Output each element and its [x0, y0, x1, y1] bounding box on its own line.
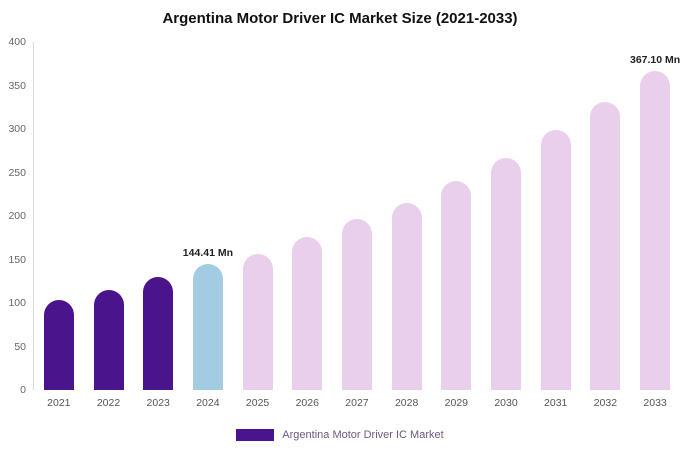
bar-slot: 2027 — [332, 42, 382, 409]
bar-slot: 2021 — [34, 42, 84, 409]
y-tick-label: 400 — [8, 36, 26, 48]
y-tick-label: 250 — [8, 166, 26, 179]
bar-slot: 144.41 Mn 2024 — [182, 42, 234, 409]
bar-2033 — [640, 70, 671, 390]
x-tick-label: 2029 — [444, 397, 469, 409]
bars-group: 2021 2022 2023 144.41 Mn 2024 2025 2026 2027 202… — [34, 42, 680, 409]
y-axis-line — [33, 42, 34, 390]
bar-2029 — [441, 181, 472, 390]
bar-slot: 367.10 Mn 2033 — [629, 42, 680, 409]
y-tick-label: 0 — [20, 384, 26, 396]
legend-label: Argentina Motor Driver IC Market — [282, 429, 444, 441]
x-tick-label: 2024 — [196, 397, 220, 409]
x-tick-label: 2030 — [494, 397, 518, 409]
legend-swatch — [236, 429, 275, 441]
bar-2022 — [93, 289, 124, 390]
bar-2023 — [143, 276, 174, 390]
y-tick-label: 200 — [8, 210, 26, 222]
bar-value-label: 367.10 Mn — [629, 53, 680, 66]
bar-slot: 2031 — [531, 42, 581, 409]
x-tick-label: 2027 — [345, 397, 369, 409]
y-axis: 0 50 100 150 200 250 300 350 400 — [0, 36, 28, 396]
x-tick-label: 2023 — [146, 397, 170, 409]
bar-2030 — [491, 157, 522, 390]
bar-slot: 2026 — [282, 42, 332, 409]
chart-title: Argentina Motor Driver IC Market Size (2… — [162, 10, 518, 27]
bar-2031 — [540, 129, 571, 390]
y-tick-label: 50 — [14, 340, 26, 353]
x-tick-label: 2025 — [245, 397, 270, 409]
bar-2027 — [341, 219, 372, 390]
bar-slot: 2025 — [233, 42, 283, 409]
bar-slot: 2023 — [133, 42, 183, 409]
bar-2025 — [242, 254, 273, 390]
x-tick-label: 2032 — [593, 397, 618, 409]
bar-slot: 2022 — [84, 42, 134, 409]
bar-2026 — [292, 236, 323, 390]
y-tick-label: 150 — [8, 253, 26, 266]
bar-slot: 2028 — [382, 42, 432, 409]
y-tick-label: 100 — [8, 297, 26, 309]
bar-2032 — [590, 102, 621, 390]
x-tick-label: 2021 — [47, 397, 71, 409]
bar-value-label: 144.41 Mn — [182, 247, 234, 260]
x-tick-label: 2028 — [394, 397, 419, 409]
bar-slot: 2029 — [432, 42, 482, 409]
bar-2028 — [391, 202, 422, 390]
bar-2021 — [43, 300, 74, 390]
legend-item[interactable]: Argentina Motor Driver IC Market — [0, 429, 680, 441]
bar-2024 — [192, 264, 223, 390]
y-tick-label: 350 — [8, 79, 26, 92]
x-tick-label: 2033 — [643, 397, 667, 409]
bar-slot: 2030 — [481, 42, 531, 409]
x-tick-label: 2022 — [96, 397, 121, 409]
x-tick-label: 2031 — [544, 397, 568, 409]
bar-slot: 2032 — [581, 42, 631, 409]
x-tick-label: 2026 — [295, 397, 319, 409]
y-tick-label: 300 — [8, 123, 26, 135]
